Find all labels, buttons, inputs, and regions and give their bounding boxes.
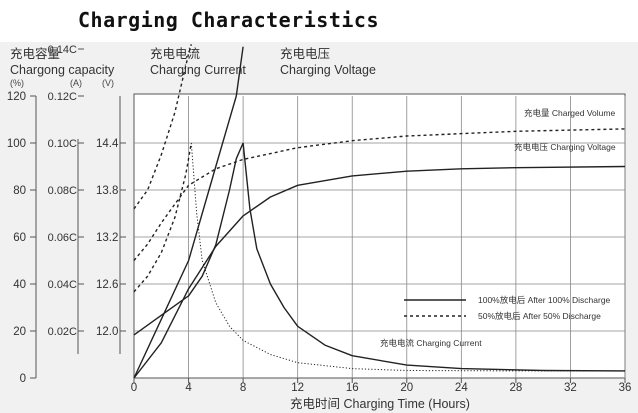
voltage-header-cn: 充电电压 xyxy=(280,46,330,61)
chart-panel: 充电容量 Chargong capacity (%) (A) (V) 充电电流 … xyxy=(0,42,638,413)
grid xyxy=(134,96,626,378)
capacity-tick-label: 20 xyxy=(13,326,26,338)
series-line-1 xyxy=(133,128,626,261)
charging-voltage-label: 充电电压 Charging Voltage xyxy=(514,142,616,152)
x-tick-label: 28 xyxy=(509,382,522,394)
capacity-unit: (%) xyxy=(10,78,24,88)
legend: 100%放电后 After 100% Discharge 50%放电后 Afte… xyxy=(404,295,611,321)
current-tick-label: 0.04C xyxy=(48,279,77,291)
x-tick-label: 0 xyxy=(131,382,137,394)
voltage-header-en: Charging Voltage xyxy=(280,63,376,77)
charging-current-label: 充电电流 Charging Current xyxy=(380,338,482,348)
current-header-cn: 充电电流 xyxy=(150,46,201,61)
x-tick-label: 16 xyxy=(346,382,359,394)
capacity-tick-label: 0 xyxy=(20,373,26,385)
x-tick-label: 32 xyxy=(564,382,577,394)
x-tick-label: 20 xyxy=(400,382,413,394)
capacity-tick-label: 80 xyxy=(13,185,26,197)
legend-item-100: 100%放电后 After 100% Discharge xyxy=(478,295,611,305)
x-axis-title: 充电时间 Charging Time (Hours) xyxy=(290,396,470,411)
capacity-tick-label: 120 xyxy=(7,91,26,103)
current-tick-label: 0.14C xyxy=(48,44,77,56)
capacity-tick-label: 60 xyxy=(13,232,26,244)
series-line-0 xyxy=(133,165,626,379)
axis-ticks: 0 4 8 12 16 20 24 28 32 36 12.0 12.6 13.2 13.8 14.4 0 20… xyxy=(7,44,632,394)
capacity-tick-label: 100 xyxy=(7,138,26,150)
capacity-axis-label-en: Chargong capacity xyxy=(10,63,115,77)
current-unit: (A) xyxy=(70,78,82,88)
x-tick-label: 36 xyxy=(619,382,632,394)
current-tick-label: 0.02C xyxy=(48,326,77,338)
plot-area xyxy=(133,93,626,379)
capacity-tick-label: 40 xyxy=(13,279,26,291)
x-tick-label: 4 xyxy=(185,382,192,394)
series-line-3 xyxy=(133,142,192,293)
x-tick-label: 24 xyxy=(455,382,468,394)
capacity-axis-label-cn: 充电容量 xyxy=(10,46,60,61)
x-tick-label: 8 xyxy=(240,382,246,394)
legend-item-50: 50%放电后 After 50% Discharge xyxy=(478,311,601,321)
series-line-6 xyxy=(133,44,192,210)
voltage-tick-label: 13.2 xyxy=(96,232,118,244)
series-line-4 xyxy=(133,46,244,379)
series-line-5 xyxy=(242,142,626,372)
voltage-tick-label: 12.0 xyxy=(96,326,118,338)
current-tick-label: 0.12C xyxy=(48,91,77,103)
voltage-tick-label: 12.6 xyxy=(96,279,118,291)
current-tick-label: 0.10C xyxy=(48,138,77,150)
current-tick-label: 0.06C xyxy=(48,232,77,244)
charging-chart: 充电容量 Chargong capacity (%) (A) (V) 充电电流 … xyxy=(7,44,632,411)
series-group xyxy=(133,44,626,379)
voltage-tick-label: 13.8 xyxy=(96,185,118,197)
current-header-en: Charging Current xyxy=(150,63,246,77)
voltage-unit: (V) xyxy=(102,78,114,88)
page-title: Charging Characteristics xyxy=(78,8,379,32)
current-tick-label: 0.08C xyxy=(48,185,77,197)
charged-volume-label: 充电量 Charged Volume xyxy=(524,108,615,118)
series-line-7 xyxy=(190,142,625,372)
x-tick-label: 12 xyxy=(291,382,304,394)
voltage-tick-label: 14.4 xyxy=(96,138,119,150)
series-line-2 xyxy=(133,142,244,336)
